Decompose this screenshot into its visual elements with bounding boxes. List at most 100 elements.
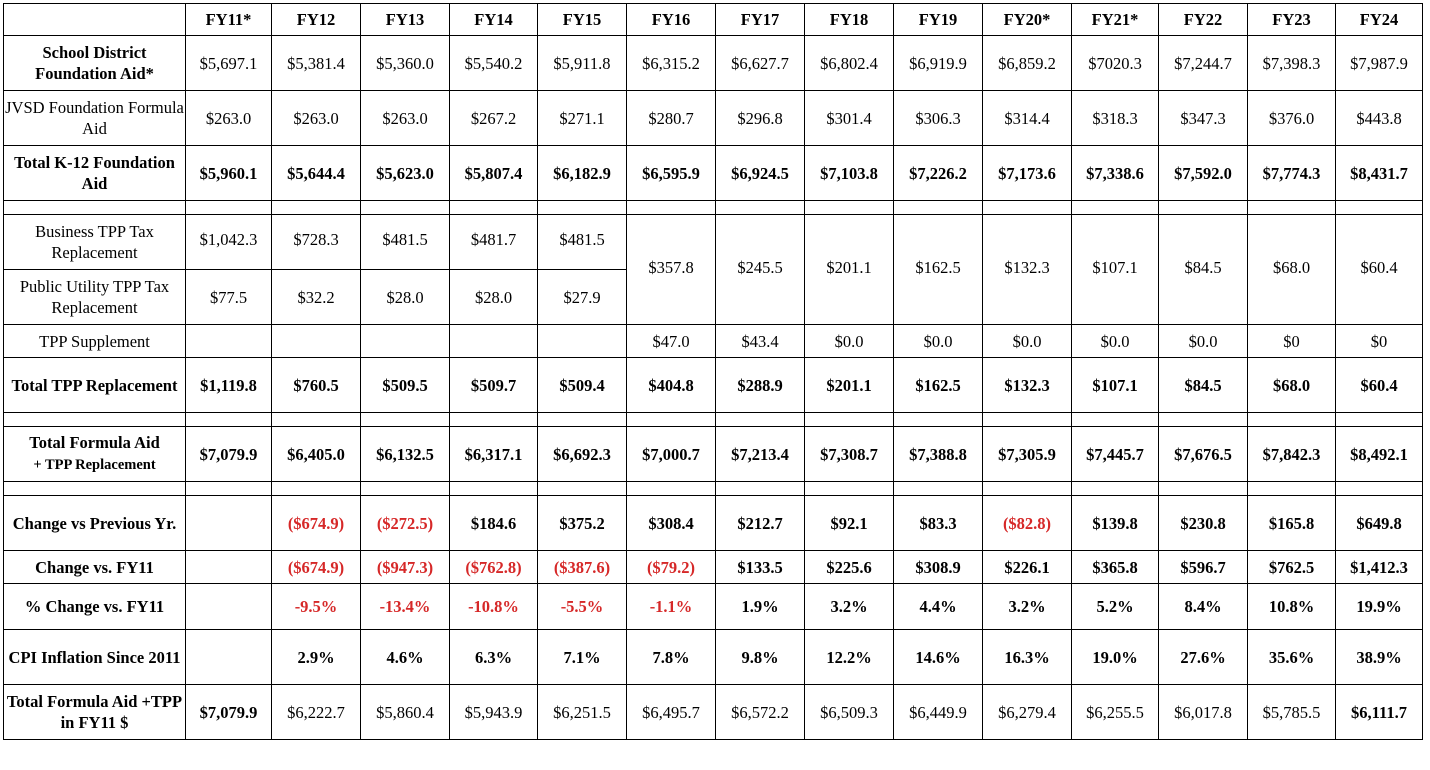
value-cell: $1,042.3 (185, 214, 272, 270)
value-cell: $314.4 (982, 90, 1072, 146)
value-cell: $0.0 (893, 324, 983, 358)
value-cell: $271.1 (537, 90, 627, 146)
spacer-cell (449, 481, 538, 496)
value-cell: $762.5 (1247, 550, 1336, 584)
row-label: CPI Inflation Since 2011 (3, 629, 186, 685)
value-cell: $230.8 (1158, 495, 1248, 551)
spacer-cell (537, 200, 627, 215)
row-label: Change vs. FY11 (3, 550, 186, 584)
header-cell: FY11* (185, 3, 272, 36)
header-cell: FY16 (626, 3, 716, 36)
header-cell: FY15 (537, 3, 627, 36)
combined-tpp-cell: $357.8 (626, 214, 716, 325)
value-cell (537, 324, 627, 358)
value-cell: $6,924.5 (715, 145, 805, 201)
value-cell: $132.3 (982, 357, 1072, 413)
value-cell (185, 550, 272, 584)
spacer-cell (1071, 481, 1159, 496)
combined-tpp-cell: $60.4 (1335, 214, 1423, 325)
spacer-cell (1071, 200, 1159, 215)
value-cell: $68.0 (1247, 357, 1336, 413)
combined-tpp-cell: $245.5 (715, 214, 805, 325)
row-label-main: Total Formula Aid (29, 433, 160, 452)
value-cell: $347.3 (1158, 90, 1248, 146)
value-cell: -1.1% (626, 583, 716, 630)
value-cell: $77.5 (185, 269, 272, 325)
value-cell: $481.7 (449, 214, 538, 270)
spacer-cell (271, 481, 361, 496)
spacer-cell (3, 412, 186, 427)
spacer-cell (449, 200, 538, 215)
row-change-fy11: Change vs. FY11 ($674.9) ($947.3) ($762.8)(… (3, 550, 1423, 584)
spacer-cell (185, 481, 272, 496)
value-cell: $6,251.5 (537, 684, 627, 740)
spacer-cell (626, 412, 716, 427)
value-cell: ($674.9) (271, 550, 361, 584)
value-cell: 16.3% (982, 629, 1072, 685)
row-label: TPP Supplement (3, 324, 186, 358)
value-cell: $0.0 (982, 324, 1072, 358)
value-cell: $5,807.4 (449, 145, 538, 201)
spacer-cell (360, 412, 450, 427)
value-cell: $7,000.7 (626, 426, 716, 482)
spacer-cell (360, 481, 450, 496)
value-cell: $301.4 (804, 90, 894, 146)
value-cell: 27.6% (1158, 629, 1248, 685)
value-cell: $7,173.6 (982, 145, 1072, 201)
value-cell: 4.4% (893, 583, 983, 630)
value-cell: $6,279.4 (982, 684, 1072, 740)
value-cell: $6,495.7 (626, 684, 716, 740)
value-cell: 9.8% (715, 629, 805, 685)
value-cell: 3.2% (982, 583, 1072, 630)
spacer-cell (1158, 481, 1248, 496)
value-cell: $8,431.7 (1335, 145, 1423, 201)
spacer-cell (537, 481, 627, 496)
spacer-cell (271, 200, 361, 215)
value-cell: 7.1% (537, 629, 627, 685)
value-cell: $308.4 (626, 495, 716, 551)
value-cell: $0.0 (804, 324, 894, 358)
value-cell: 35.6% (1247, 629, 1336, 685)
value-cell: $404.8 (626, 357, 716, 413)
value-cell (185, 583, 272, 630)
value-cell: $296.8 (715, 90, 805, 146)
value-cell: $6,509.3 (804, 684, 894, 740)
value-cell: 12.2% (804, 629, 894, 685)
value-cell: $7,079.9 (185, 426, 272, 482)
value-cell: $365.8 (1071, 550, 1159, 584)
value-cell: $263.0 (271, 90, 361, 146)
value-cell: -10.8% (449, 583, 538, 630)
value-cell (271, 324, 361, 358)
spacer-cell (1071, 412, 1159, 427)
spacer-row (3, 412, 1423, 427)
value-cell: $83.3 (893, 495, 983, 551)
value-cell: $5,540.2 (449, 35, 538, 91)
value-cell: $6,317.1 (449, 426, 538, 482)
row-change-prev: Change vs Previous Yr. ($674.9) ($272.5) $1… (3, 495, 1423, 551)
value-cell: $308.9 (893, 550, 983, 584)
spacer-cell (449, 412, 538, 427)
value-cell: $263.0 (185, 90, 272, 146)
value-cell: $375.2 (537, 495, 627, 551)
value-cell: $5,911.8 (537, 35, 627, 91)
value-cell: $509.4 (537, 357, 627, 413)
value-cell (185, 324, 272, 358)
spacer-cell (715, 200, 805, 215)
value-cell: $7,987.9 (1335, 35, 1423, 91)
value-cell: $280.7 (626, 90, 716, 146)
value-cell: $6,627.7 (715, 35, 805, 91)
row-label: Total TPP Replacement (3, 357, 186, 413)
value-cell: $92.1 (804, 495, 894, 551)
value-cell: $7,445.7 (1071, 426, 1159, 482)
header-cell: FY20* (982, 3, 1072, 36)
value-cell: $481.5 (537, 214, 627, 270)
row-label: JVSD Foundation Formula Aid (3, 90, 186, 146)
value-cell: ($387.6) (537, 550, 627, 584)
spacer-cell (185, 200, 272, 215)
combined-tpp-cell: $107.1 (1071, 214, 1159, 325)
value-cell: $7,592.0 (1158, 145, 1248, 201)
header-cell: FY18 (804, 3, 894, 36)
value-cell: $7,338.6 (1071, 145, 1159, 201)
row-total-formula: Total Formula Aid + TPP Replacement $7,0… (3, 426, 1423, 482)
row-total-fy11: Total Formula Aid +TPP in FY11 $ $7,079.9… (3, 684, 1423, 740)
